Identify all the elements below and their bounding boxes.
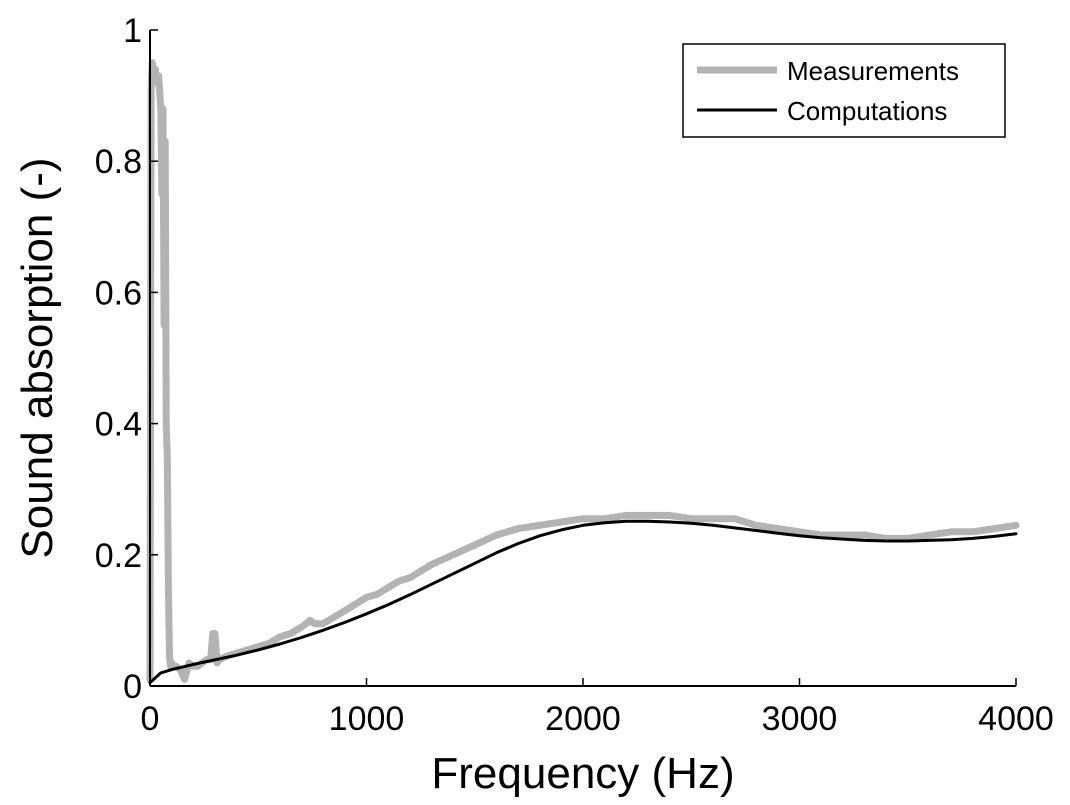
- y-tick-label: 0.6: [95, 274, 142, 312]
- legend-label-measurements: Measurements: [787, 56, 959, 86]
- series-line-computations: [148, 519, 1018, 685]
- legend-label-computations: Computations: [787, 96, 947, 126]
- x-tick-label: 4000: [978, 700, 1054, 738]
- x-tick-label: 2000: [545, 700, 621, 738]
- plot-area: 0 1000 2000 3000 4000 0 0.2 0.4 0.6 0.8 1: [95, 12, 1054, 738]
- legend: Measurements Computations: [682, 43, 1006, 138]
- legend-box: [682, 43, 1006, 138]
- series-layer: [146, 59, 1020, 685]
- y-tick-label: 0: [123, 668, 142, 706]
- y-tick-label: 0.8: [95, 143, 142, 181]
- x-ticks: 0 1000 2000 3000 4000: [141, 678, 1054, 738]
- x-tick-label: 0: [141, 700, 160, 738]
- y-axis-title: Sound absorption (-): [13, 157, 62, 558]
- y-tick-label: 0.4: [95, 406, 142, 444]
- y-tick-label: 1: [123, 12, 142, 50]
- y-ticks: 0 0.2 0.4 0.6 0.8 1: [95, 12, 158, 706]
- x-tick-label: 3000: [762, 700, 838, 738]
- x-axis-title: Frequency (Hz): [431, 749, 734, 798]
- x-tick-label: 1000: [329, 700, 405, 738]
- y-tick-label: 0.2: [95, 537, 142, 575]
- series-line-measurements: [146, 59, 1020, 683]
